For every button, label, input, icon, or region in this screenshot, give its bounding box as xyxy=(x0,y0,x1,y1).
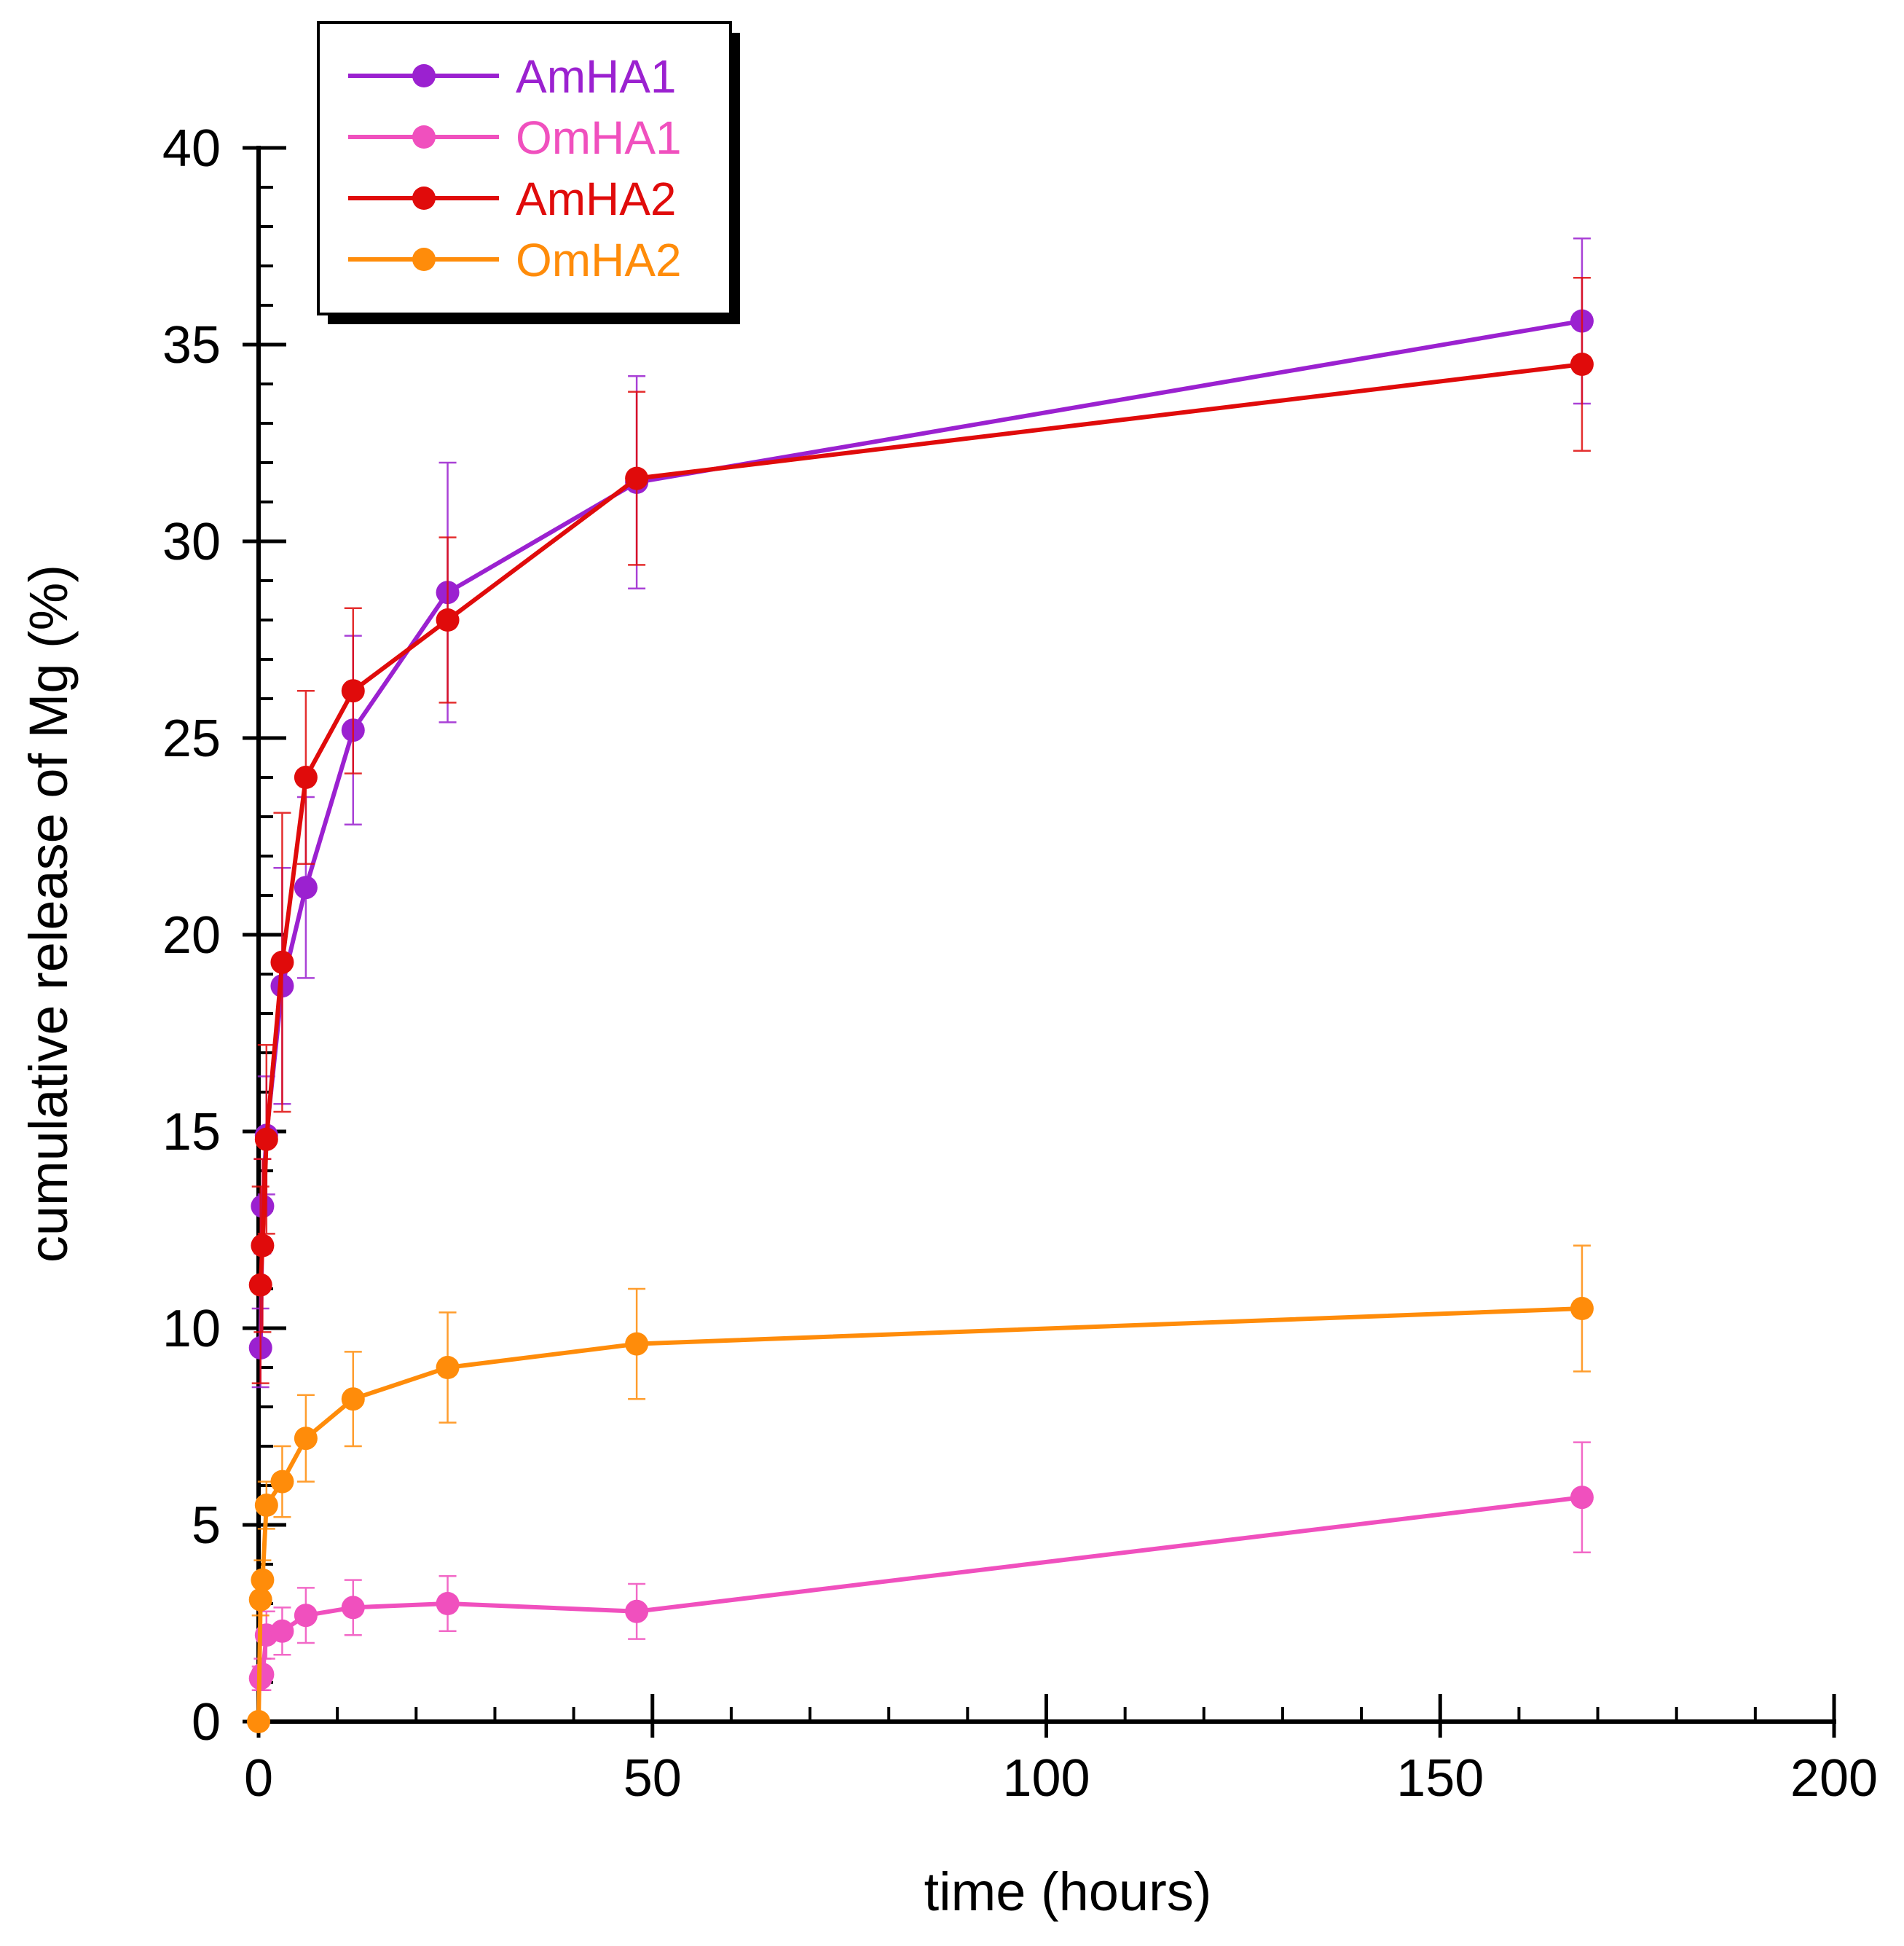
amha2-point xyxy=(251,1233,275,1258)
legend-label: OmHA1 xyxy=(516,111,682,164)
amha2-point xyxy=(294,766,318,789)
x-tick-label: 100 xyxy=(1002,1749,1090,1808)
amha2-point xyxy=(341,679,365,703)
omha2-point xyxy=(248,1588,272,1612)
amha1-point xyxy=(294,876,318,900)
omha2-point xyxy=(251,1568,275,1592)
legend-box xyxy=(317,21,732,315)
omha1-point xyxy=(251,1663,275,1687)
legend: AmHA1 OmHA1 AmHA2 OmHA2 xyxy=(317,21,740,324)
amha2-point xyxy=(254,1127,278,1151)
omha2-point xyxy=(341,1387,365,1411)
legend-item-amha2: AmHA2 xyxy=(348,173,677,225)
x-axis-title: time (hours) xyxy=(924,1861,1212,1922)
y-tick-labels: 0 5 10 15 20 25 30 35 40 xyxy=(162,119,221,1751)
omha1-point xyxy=(341,1596,365,1620)
series-layer xyxy=(247,237,1594,1733)
amha2-point xyxy=(270,950,294,974)
x-tick-labels: 0 50 100 150 200 xyxy=(244,1749,1878,1808)
y-tick-label: 20 xyxy=(162,906,221,965)
series-amha2 xyxy=(248,276,1594,1384)
omha2-point xyxy=(625,1332,649,1356)
y-axis-title: cumulative release of Mg (%) xyxy=(18,565,79,1263)
omha1-point xyxy=(294,1604,318,1628)
omha1-point xyxy=(436,1592,460,1615)
y-tick-label: 25 xyxy=(162,710,221,768)
legend-swatch-marker xyxy=(412,248,436,271)
series-omha2 xyxy=(247,1244,1594,1733)
amha2-point xyxy=(1570,353,1594,376)
omha2-point xyxy=(254,1494,278,1517)
omha2-point xyxy=(270,1470,294,1494)
x-tick-label: 0 xyxy=(244,1749,273,1808)
x-tick-label: 200 xyxy=(1790,1749,1878,1808)
omha2-point xyxy=(294,1427,318,1451)
y-tick-label: 40 xyxy=(162,119,221,178)
amha2-point xyxy=(248,1273,272,1297)
y-tick-label: 5 xyxy=(192,1496,221,1555)
legend-label: AmHA1 xyxy=(516,50,677,103)
legend-item-omha2: OmHA2 xyxy=(348,234,682,286)
omha2-point xyxy=(436,1356,460,1379)
x-tick-label: 50 xyxy=(623,1749,682,1808)
legend-swatch-marker xyxy=(412,64,436,87)
legend-swatch-marker xyxy=(412,125,436,149)
omha1-point xyxy=(270,1619,294,1643)
amha2-point xyxy=(436,608,460,632)
y-tick-label: 0 xyxy=(192,1693,221,1751)
y-tick-label: 35 xyxy=(162,316,221,374)
legend-swatch-marker xyxy=(412,187,436,210)
x-tick-label: 150 xyxy=(1396,1749,1484,1808)
y-tick-label: 10 xyxy=(162,1300,221,1358)
omha1-point xyxy=(625,1599,649,1623)
legend-item-amha1: AmHA1 xyxy=(348,50,677,103)
legend-label: OmHA2 xyxy=(516,234,682,286)
amha2-point xyxy=(625,466,649,490)
omha2-point xyxy=(1570,1297,1594,1320)
legend-label: AmHA2 xyxy=(516,173,677,225)
legend-items: AmHA1 OmHA1 AmHA2 OmHA2 xyxy=(348,50,682,286)
legend-item-omha1: OmHA1 xyxy=(348,111,682,164)
y-tick-label: 15 xyxy=(162,1103,221,1161)
omha2-point xyxy=(247,1710,270,1733)
y-tick-label: 30 xyxy=(162,513,221,571)
omha1-point xyxy=(1570,1486,1594,1510)
minor-ticks xyxy=(259,186,1757,1722)
